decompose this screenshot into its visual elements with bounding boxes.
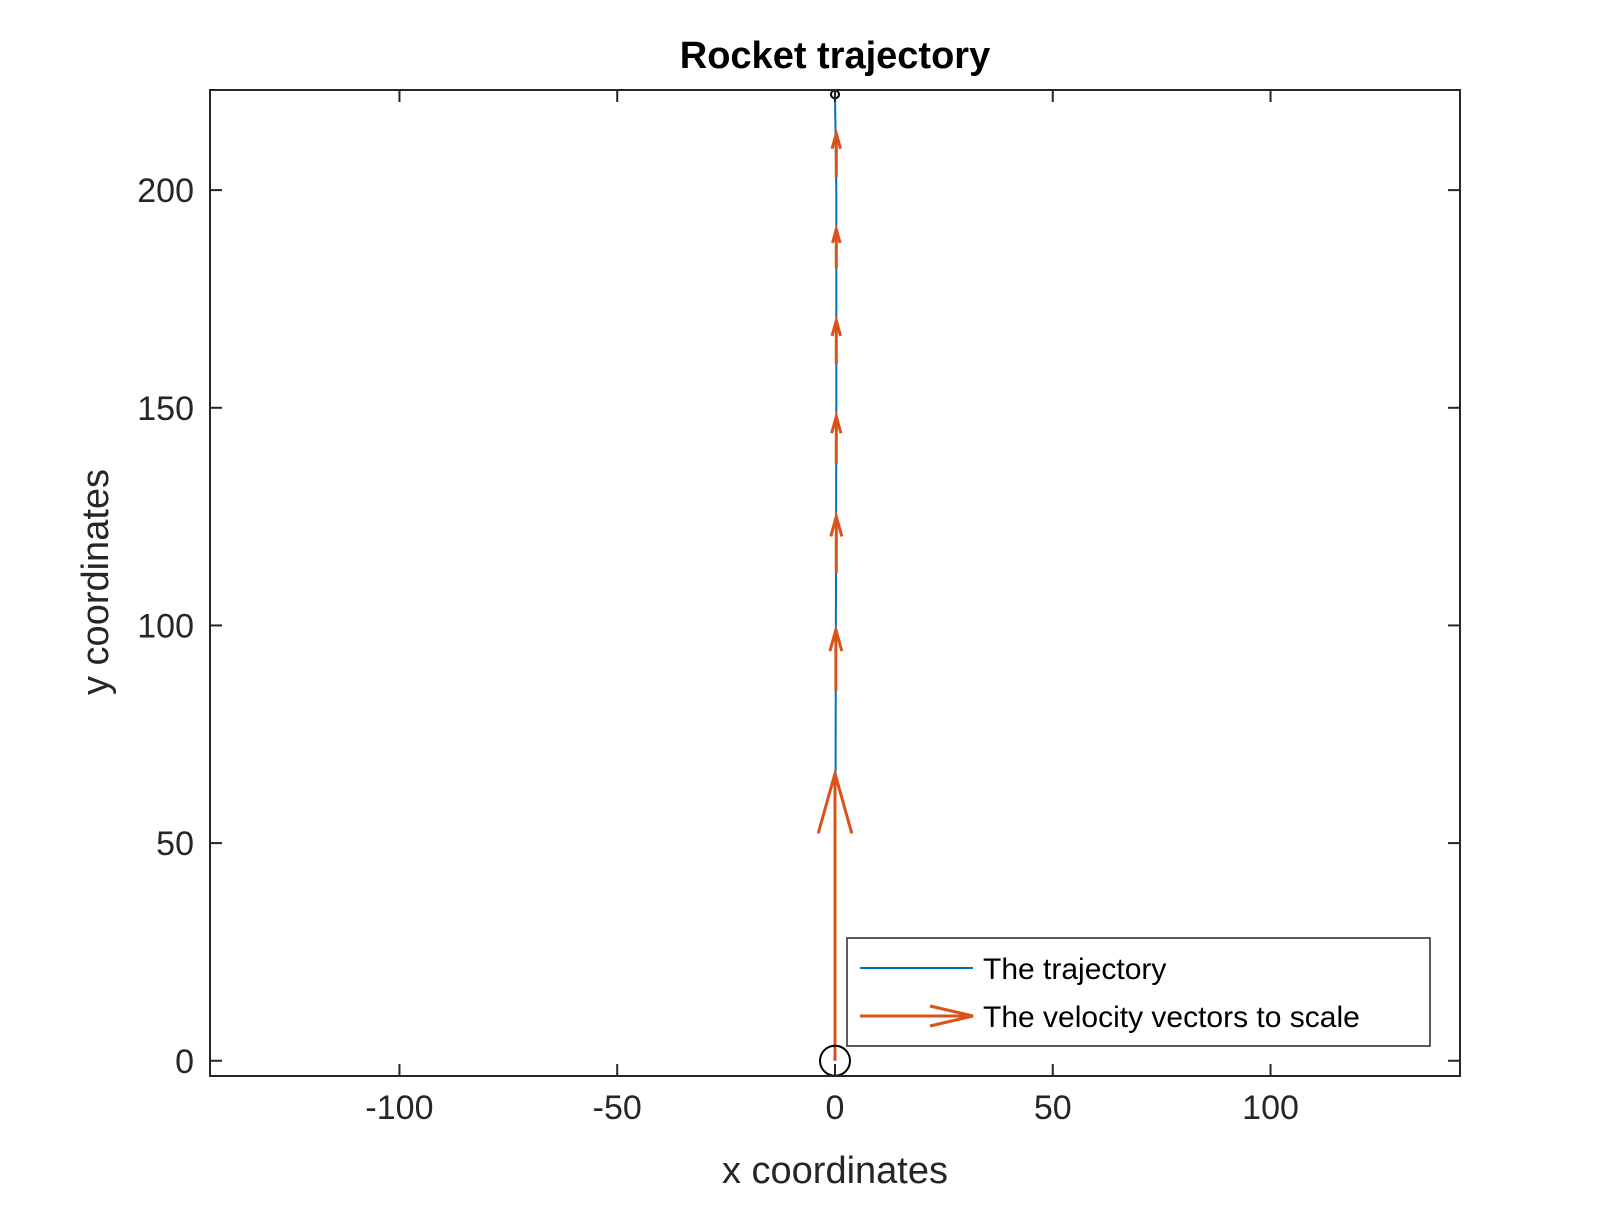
y-tick-label: 50 bbox=[156, 825, 194, 863]
velocity-vector bbox=[830, 315, 843, 365]
velocity-vector bbox=[830, 127, 843, 178]
velocity-vector-head bbox=[830, 127, 843, 150]
velocity-vector-head bbox=[830, 315, 843, 337]
velocity-vector bbox=[829, 511, 844, 574]
y-axis-label: y coordinates bbox=[75, 469, 117, 695]
velocity-vector bbox=[828, 624, 844, 691]
velocity-vector-head bbox=[816, 767, 854, 834]
y-tick-label: 100 bbox=[137, 607, 194, 645]
legend-velocity-label: The velocity vectors to scale bbox=[983, 1001, 1360, 1034]
velocity-vector bbox=[816, 767, 854, 1061]
chart-title: Rocket trajectory bbox=[680, 35, 990, 77]
y-tick-label: 150 bbox=[137, 390, 194, 428]
velocity-vector-head bbox=[831, 223, 842, 244]
legend: The trajectory The velocity vectors to s… bbox=[846, 937, 1431, 1047]
y-tick-label: 0 bbox=[175, 1043, 194, 1081]
velocity-vector-head bbox=[829, 511, 844, 537]
x-tick-label: 50 bbox=[1034, 1089, 1072, 1127]
x-axis-label: x coordinates bbox=[722, 1150, 948, 1192]
plot-layer bbox=[816, 89, 854, 1077]
axes-layer: -100 -50 0 50 100 0 50 100 150 200 bbox=[137, 89, 1461, 1127]
x-tick-label: -50 bbox=[593, 1089, 642, 1127]
velocity-vector-head bbox=[830, 410, 843, 434]
x-tick-label: 0 bbox=[826, 1089, 845, 1127]
legend-box bbox=[846, 937, 1431, 1047]
x-tick-label: -100 bbox=[365, 1089, 433, 1127]
y-tick-label: 200 bbox=[137, 172, 194, 210]
legend-velocity-arrowhead bbox=[929, 1004, 974, 1028]
velocity-vector bbox=[830, 410, 843, 465]
x-tick-label: 100 bbox=[1242, 1089, 1299, 1127]
legend-trajectory-label: The trajectory bbox=[983, 953, 1166, 986]
velocity-vector-head bbox=[828, 624, 844, 652]
velocity-vector bbox=[831, 223, 842, 269]
